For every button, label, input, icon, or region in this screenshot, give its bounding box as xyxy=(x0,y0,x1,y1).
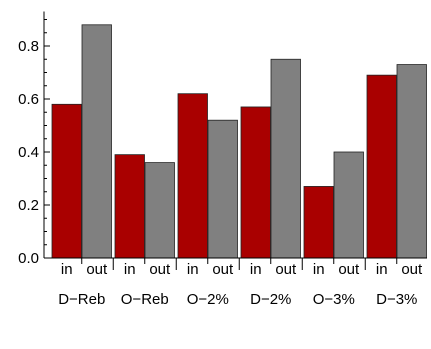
bar-out-5 xyxy=(396,64,427,259)
category-label-4: O−3% xyxy=(313,291,355,308)
category-label-2: O−2% xyxy=(187,291,229,308)
sub-label-out-0: out xyxy=(86,261,108,278)
sub-label-out-1: out xyxy=(149,261,171,278)
bar-in-5 xyxy=(366,74,397,259)
category-label-5: D−3% xyxy=(376,291,417,308)
bar-in-2 xyxy=(177,93,208,259)
y-tick-label-4: 0.8 xyxy=(18,38,39,55)
sub-label-out-5: out xyxy=(401,261,423,278)
sub-label-in-5: in xyxy=(376,261,388,278)
bar-out-3 xyxy=(270,58,301,259)
category-label-1: O−Reb xyxy=(121,291,169,308)
y-tick-label-1: 0.2 xyxy=(18,197,39,214)
bar-in-0 xyxy=(51,103,82,259)
bar-out-1 xyxy=(144,162,175,259)
bars-group xyxy=(51,24,427,259)
y-tick-label-0: 0.0 xyxy=(18,250,39,267)
y-tick-label-2: 0.4 xyxy=(18,144,39,161)
sub-label-in-0: in xyxy=(61,261,73,278)
bar-out-0 xyxy=(81,24,112,259)
y-tick-label-3: 0.6 xyxy=(18,91,39,108)
sub-label-out-4: out xyxy=(338,261,360,278)
sub-label-out-3: out xyxy=(275,261,297,278)
y-axis: 0.0 0.2 0.4 0.6 0.8 xyxy=(18,11,427,267)
sub-label-in-3: in xyxy=(250,261,262,278)
category-label-3: D−2% xyxy=(250,291,291,308)
bar-in-1 xyxy=(114,154,145,259)
category-label-0: D−Reb xyxy=(58,291,105,308)
bar-out-2 xyxy=(207,119,238,259)
sub-label-in-4: in xyxy=(313,261,325,278)
sub-label-in-2: in xyxy=(187,261,199,278)
sub-label-in-1: in xyxy=(124,261,136,278)
bar-out-4 xyxy=(333,151,364,259)
sub-label-out-2: out xyxy=(212,261,234,278)
bar-in-3 xyxy=(240,106,271,259)
bar-in-4 xyxy=(303,186,334,259)
